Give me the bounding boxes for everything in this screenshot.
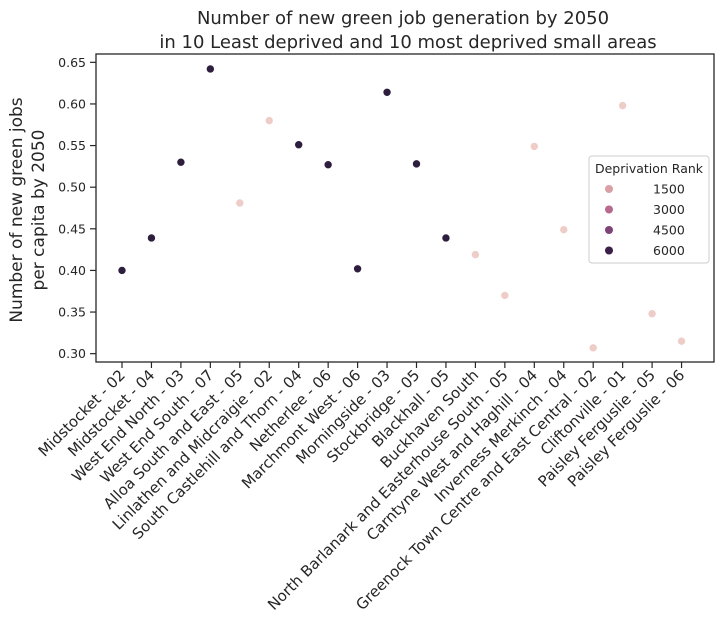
y-tick-label: 0.35 xyxy=(58,305,86,320)
data-point xyxy=(471,250,480,259)
data-point xyxy=(264,116,274,125)
data-points xyxy=(117,64,686,353)
data-point xyxy=(618,101,627,110)
data-point xyxy=(235,198,245,208)
chart-subtitle: in 10 Least deprived and 10 most deprive… xyxy=(159,32,656,53)
data-point xyxy=(412,159,421,169)
plot-frame xyxy=(95,53,715,363)
data-point xyxy=(294,140,304,150)
y-axis: 0.30 0.35 0.40 0.45 0.50 0.55 0.60 0.65 xyxy=(58,55,96,361)
legend-entry-label: 4500 xyxy=(653,223,685,238)
data-point xyxy=(176,157,186,167)
y-tick-label: 0.60 xyxy=(58,96,86,111)
y-tick-label: 0.50 xyxy=(58,180,86,195)
legend-marker xyxy=(605,205,613,214)
data-point xyxy=(382,87,392,97)
y-axis-label-group: Number of new green jobs per capita by 2… xyxy=(7,97,49,322)
y-tick-label: 0.65 xyxy=(58,55,86,70)
y-tick-label: 0.30 xyxy=(58,346,86,361)
y-axis-label-line1: Number of new green jobs xyxy=(7,97,27,322)
y-tick-label: 0.45 xyxy=(58,221,86,236)
legend-marker xyxy=(605,246,613,255)
data-point xyxy=(353,264,362,274)
legend-marker xyxy=(605,185,613,193)
chart-title: Number of new green job generation by 20… xyxy=(197,8,609,29)
legend-entry-label: 1500 xyxy=(653,182,685,197)
data-point xyxy=(529,142,539,151)
legend-box xyxy=(588,155,710,264)
legend-marker xyxy=(605,226,613,234)
y-tick-label: 0.55 xyxy=(58,138,86,153)
data-point xyxy=(441,233,451,243)
data-point xyxy=(647,309,657,319)
y-axis-label-line2: per capita by 2050 xyxy=(29,130,49,291)
data-point xyxy=(677,336,686,346)
data-point xyxy=(559,225,569,234)
legend-title: Deprivation Rank xyxy=(595,161,704,176)
y-tick-label: 0.40 xyxy=(58,263,86,278)
data-point xyxy=(588,343,598,353)
data-point xyxy=(206,64,215,74)
legend: Deprivation Rank 1500 3000 4500 6000 xyxy=(588,155,710,264)
data-point xyxy=(500,291,510,300)
data-point xyxy=(323,160,333,170)
data-point xyxy=(117,266,127,275)
legend-entry-label: 6000 xyxy=(653,243,685,258)
data-point xyxy=(147,233,156,243)
legend-entry-label: 3000 xyxy=(653,202,685,217)
